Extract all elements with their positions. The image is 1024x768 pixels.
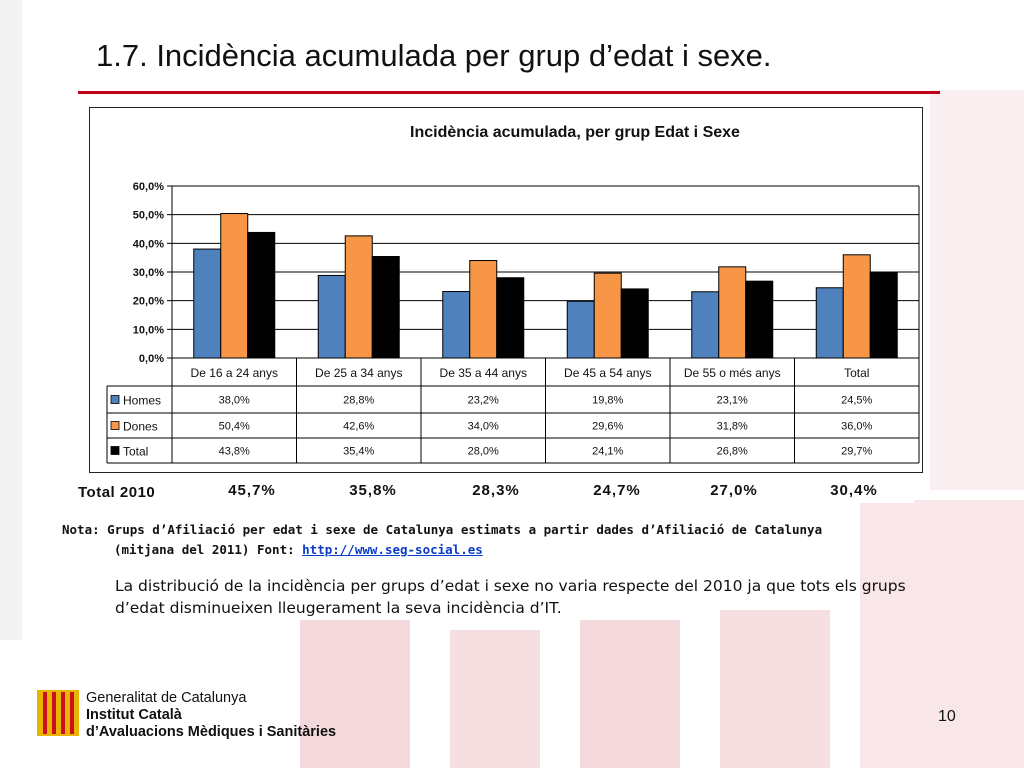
bar [193, 248, 222, 359]
summary-text: La distribució de la incidència per grup… [115, 577, 906, 617]
org-line: Institut Català [86, 707, 182, 723]
data-label: 19,8% [592, 395, 623, 407]
bar [371, 256, 400, 359]
legend-label: Homes [123, 394, 161, 408]
data-label: 28,8% [343, 395, 374, 407]
bar [469, 260, 498, 359]
data-label: 35,4% [343, 446, 374, 458]
total-2010-value: 35,8% [349, 482, 397, 499]
bar [815, 287, 844, 359]
data-label: 31,8% [717, 421, 748, 433]
x-tick-label: De 55 o més anys [684, 366, 781, 380]
data-label: 50,4% [219, 421, 250, 433]
footnote-source-prefix: (mitjana del 2011) Font: [114, 542, 303, 557]
data-label: 23,2% [468, 395, 499, 407]
data-label: 28,0% [468, 446, 499, 458]
organization-name: Generalitat de Catalunya Institut Català… [86, 690, 336, 741]
total-2010-value: 45,7% [228, 482, 276, 499]
x-tick-label: Total [844, 366, 869, 380]
legend-label: Total [123, 445, 148, 459]
org-line: d’Avaluacions Mèdiques i Sanitàries [86, 724, 337, 740]
total-2010-value: 27,0% [710, 482, 758, 499]
total-2010-value: 28,3% [472, 482, 520, 499]
legend-swatch [110, 421, 120, 430]
y-tick-label: 10,0% [133, 324, 164, 336]
data-label: 29,6% [592, 421, 623, 433]
slide-title: 1.7. Incidència acumulada per grup d’eda… [96, 38, 772, 73]
bar [247, 231, 276, 359]
org-line: Generalitat de Catalunya [86, 690, 247, 706]
bar [220, 213, 249, 359]
y-tick-label: 30,0% [133, 267, 164, 279]
total-2010-label: Total 2010 [78, 484, 156, 501]
total-2010-row [68, 481, 914, 503]
chart-title: Incidència acumulada, per grup Edat i Se… [410, 124, 740, 141]
data-label: 34,0% [468, 421, 499, 433]
total-2010-value: 24,7% [593, 482, 641, 499]
bar [317, 274, 346, 359]
y-tick-label: 0,0% [139, 353, 164, 365]
catalan-flag-logo [37, 690, 79, 736]
x-tick-label: De 35 a 44 anys [440, 366, 527, 380]
x-tick-label: De 25 a 34 anys [315, 366, 402, 380]
y-tick-label: 50,0% [133, 210, 164, 222]
page-number: 10 [938, 708, 956, 725]
bar [842, 254, 871, 359]
data-label: 38,0% [219, 395, 250, 407]
x-tick-label: De 16 a 24 anys [191, 366, 278, 380]
x-tick-label: De 45 a 54 anys [564, 366, 651, 380]
bar [593, 272, 622, 359]
data-label: 29,7% [841, 446, 872, 458]
data-label: 43,8% [219, 446, 250, 458]
footnote-source: (mitjana del 2011) Font: http://www.seg-… [62, 540, 922, 560]
data-label: 26,8% [717, 446, 748, 458]
footnote-line: Nota: Grups d’Afiliació per edat i sexe … [62, 522, 823, 537]
bar [691, 291, 720, 359]
y-tick-label: 20,0% [133, 296, 164, 308]
bar [496, 277, 525, 359]
chart: Incidència acumulada, per grup Edat i Se… [106, 124, 920, 464]
footnote: Nota: Grups d’Afiliació per edat i sexe … [62, 520, 922, 560]
y-tick-label: 40,0% [133, 238, 164, 250]
bar [566, 300, 595, 359]
bar [718, 266, 747, 359]
data-label: 36,0% [841, 421, 872, 433]
legend-swatch [110, 446, 120, 455]
total-2010-value: 30,4% [830, 482, 878, 499]
title-divider [78, 91, 940, 94]
data-label: 24,5% [841, 395, 872, 407]
bar [869, 272, 898, 359]
bar [745, 280, 774, 359]
legend-label: Dones [123, 420, 158, 434]
data-label: 42,6% [343, 421, 374, 433]
bar [620, 288, 649, 359]
source-link[interactable]: http://www.seg-social.es [302, 542, 483, 557]
bar [344, 235, 373, 359]
data-label: 23,1% [717, 395, 748, 407]
bar [442, 290, 471, 359]
y-tick-label: 60,0% [133, 181, 164, 193]
legend-swatch [110, 395, 120, 404]
data-label: 24,1% [592, 446, 623, 458]
